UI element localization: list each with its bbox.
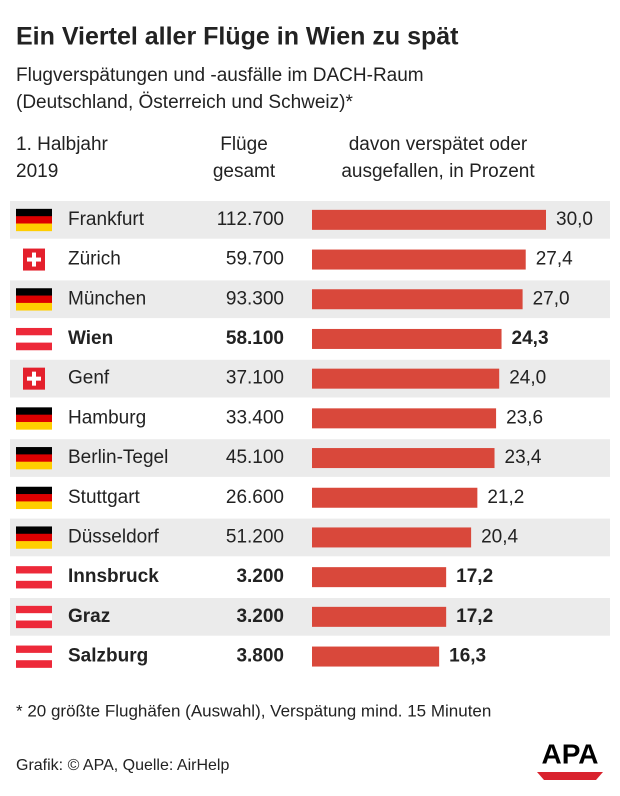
flights-value: 3.200 (236, 606, 284, 627)
flights-value: 3.200 (236, 566, 284, 587)
flights-value: 3.800 (236, 646, 284, 667)
bar (312, 567, 447, 588)
flag-stripe (16, 645, 52, 654)
category-label: Wien (68, 328, 113, 349)
flights-value: 33.400 (226, 407, 284, 428)
flag-stripe (16, 335, 52, 343)
flag-stripe (16, 216, 52, 224)
flights-value: 26.600 (226, 487, 284, 508)
flag-stripe (16, 454, 52, 463)
flag-stripe (16, 295, 52, 304)
flag-stripe (16, 605, 52, 614)
flag-stripe (16, 533, 52, 542)
value-label: 23,4 (505, 447, 542, 468)
bar (312, 249, 526, 270)
category-label: Hamburg (68, 407, 146, 428)
column-header: Flüge (220, 134, 268, 155)
value-label: 17,2 (456, 566, 493, 587)
category-label: München (68, 288, 146, 309)
flights-value: 58.100 (226, 328, 284, 349)
row-band (10, 598, 610, 636)
subtitle: (Deutschland, Österreich und Schweiz)* (16, 92, 353, 113)
category-label: Stuttgart (68, 487, 141, 508)
flag-stripe (16, 461, 52, 470)
value-label: 27,0 (533, 288, 570, 309)
flag-stripe (16, 613, 52, 621)
flag-stripe (16, 422, 52, 430)
flag-stripe (16, 302, 52, 311)
flag-stripe (16, 208, 52, 217)
value-label: 21,2 (487, 487, 524, 508)
value-label: 30,0 (556, 209, 593, 230)
column-header: 2019 (16, 161, 58, 182)
flag-stripe (16, 620, 52, 629)
subtitle: Flugverspätungen und -ausfälle im DACH-R… (16, 65, 424, 86)
flights-value: 45.100 (226, 447, 284, 468)
flag-stripe (16, 342, 52, 351)
bar (312, 328, 502, 349)
flag-stripe (16, 447, 52, 455)
bar (312, 448, 495, 469)
flag-stripe (16, 414, 52, 423)
row-band (10, 439, 610, 477)
bar (312, 487, 478, 508)
flag-cross (27, 376, 41, 381)
flights-value: 59.700 (226, 249, 284, 270)
bar (312, 606, 447, 627)
category-label: Zürich (68, 249, 121, 270)
flag-stripe (16, 660, 52, 668)
flights-value: 51.200 (226, 526, 284, 547)
flag-stripe (16, 223, 52, 232)
value-label: 17,2 (456, 606, 493, 627)
bar (312, 408, 497, 429)
chart-title: Ein Viertel aller Flüge in Wien zu spät (16, 23, 459, 51)
column-header: gesamt (213, 161, 276, 182)
category-label: Innsbruck (68, 566, 159, 587)
flag-stripe (16, 652, 52, 661)
logo-text: APA (541, 738, 598, 769)
row-band (10, 518, 610, 557)
category-label: Frankfurt (68, 209, 145, 230)
logo: APA (537, 738, 603, 780)
value-label: 23,6 (506, 407, 543, 428)
value-label: 27,4 (536, 249, 573, 270)
flag-stripe (16, 580, 52, 589)
flights-value: 37.100 (226, 368, 284, 389)
source: Grafik: © APA, Quelle: AirHelp (16, 757, 229, 774)
flights-value: 112.700 (217, 209, 284, 230)
value-label: 24,0 (509, 368, 546, 389)
bar (312, 289, 523, 310)
flag-stripe (16, 407, 52, 415)
footnote: * 20 größte Flughäfen (Auswahl), Verspät… (16, 701, 491, 720)
value-label: 20,4 (481, 526, 518, 547)
category-label: Salzburg (68, 646, 148, 667)
bar (312, 646, 440, 667)
bar (312, 368, 500, 389)
bar (312, 527, 472, 548)
column-header: ausgefallen, in Prozent (341, 161, 535, 182)
column-header: 1. Halbjahr (16, 134, 109, 155)
column-header: davon verspätet oder (349, 134, 528, 155)
flag-stripe (16, 573, 52, 582)
category-label: Genf (68, 368, 110, 389)
flag-stripe (16, 486, 52, 495)
flag-stripe (16, 541, 52, 549)
flag-cross (27, 257, 41, 262)
flag-stripe (16, 288, 52, 296)
flag-stripe (16, 526, 52, 535)
flag-stripe (16, 566, 52, 574)
flag-stripe (16, 501, 52, 510)
category-label: Berlin-Tegel (68, 447, 168, 468)
logo-bar (537, 772, 603, 780)
category-label: Graz (68, 606, 110, 627)
value-label: 24,3 (512, 328, 549, 349)
category-label: Düsseldorf (68, 526, 160, 547)
flag-stripe (16, 494, 52, 502)
value-label: 16,3 (449, 646, 486, 667)
flag-stripe (16, 327, 52, 336)
row-band (10, 359, 610, 398)
flights-value: 93.300 (226, 288, 284, 309)
bar (312, 209, 546, 230)
